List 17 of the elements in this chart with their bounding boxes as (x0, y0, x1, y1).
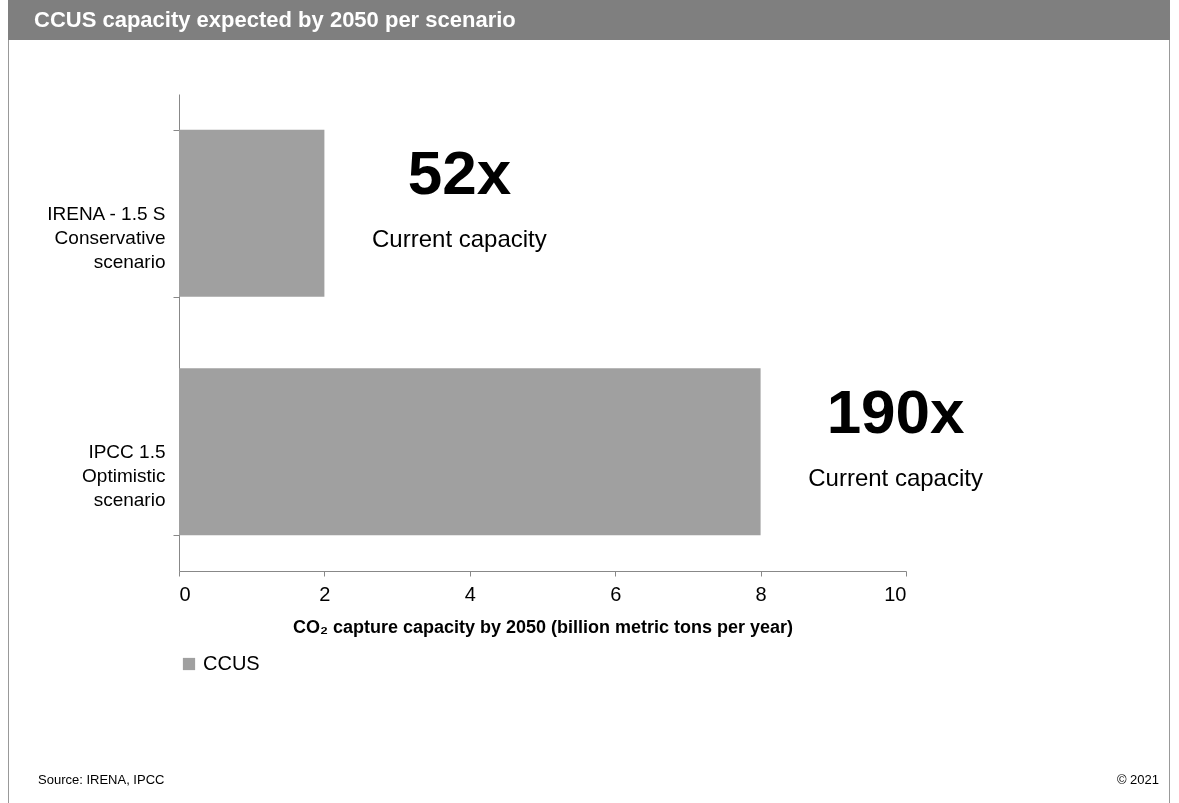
x-tick-label: 8 (755, 582, 767, 605)
x-tick-label: 2 (319, 582, 331, 605)
x-tick-label: 4 (464, 582, 476, 605)
legend-label: CCUS (203, 652, 260, 674)
x-tick-label: 0 (179, 582, 191, 605)
chart-title: CCUS capacity expected by 2050 per scenario (8, 0, 1170, 40)
annotation: 190x (826, 376, 966, 446)
x-axis-title: CO₂ capture capacity by 2050 (billion metric tons per year) (292, 616, 794, 637)
text: © 2021 (1116, 772, 1159, 787)
y-tick-label: IPCC 1.5 Optimistic scenario (82, 441, 166, 511)
y-tick-label: IRENA - 1.5 S Conservative scenario (47, 202, 166, 272)
source-note: Source: IRENA, IPCC (38, 772, 165, 787)
annotation: 52x (407, 138, 512, 208)
annotation: Current capacity (808, 463, 983, 491)
annotation: Current capacity (372, 225, 547, 253)
x-tick-label: 10 (884, 582, 907, 605)
x-tick-label: 6 (610, 582, 622, 605)
